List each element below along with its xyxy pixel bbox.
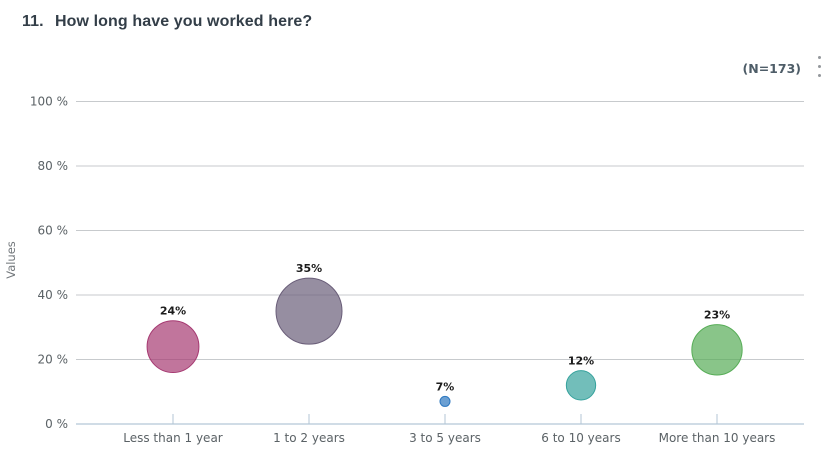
x-tick-label-3-to-5-years: 3 to 5 years (409, 431, 481, 445)
bubble-3-to-5-years[interactable] (439, 395, 451, 407)
question-number: 11. (22, 13, 44, 30)
bubble-more-than-10-years[interactable] (691, 324, 743, 376)
bubble-value-label-more-than-10-years: 23% (704, 309, 730, 322)
bubble-6-to-10-years[interactable] (565, 370, 597, 401)
y-tick-label: 0 % (45, 417, 68, 431)
y-tick-label: 40 % (38, 288, 69, 302)
bubble-value-label-less-than-1-year: 24% (160, 305, 186, 318)
bubble-value-label-3-to-5-years: 7% (436, 380, 455, 393)
y-axis-title: Values (4, 241, 18, 279)
chart-menu-button[interactable] (811, 51, 827, 81)
kebab-vertical-icon (817, 73, 821, 77)
y-tick-label: 20 % (38, 353, 69, 367)
y-tick-label: 60 % (38, 224, 69, 238)
y-tick-label: 80 % (38, 159, 69, 173)
kebab-vertical-icon (817, 64, 821, 68)
kebab-vertical-icon (817, 55, 821, 59)
respondent-count: (N=173) (742, 61, 801, 76)
question-text: How long have you worked here? (55, 13, 313, 30)
bubble-value-label-1-to-2-years: 35% (296, 262, 322, 275)
x-tick-label-6-to-10-years: 6 to 10 years (541, 431, 620, 445)
x-tick-label-1-to-2-years: 1 to 2 years (273, 431, 345, 445)
bubble-value-label-6-to-10-years: 12% (568, 355, 594, 368)
x-tick-label-less-than-1-year: Less than 1 year (123, 431, 223, 445)
question-title: 11. How long have you worked here? (22, 13, 312, 31)
y-tick-label: 100 % (30, 95, 68, 109)
bubble-less-than-1-year[interactable] (146, 320, 200, 374)
bubble-1-to-2-years[interactable] (275, 277, 343, 345)
x-tick-label-more-than-10-years: More than 10 years (659, 431, 776, 445)
